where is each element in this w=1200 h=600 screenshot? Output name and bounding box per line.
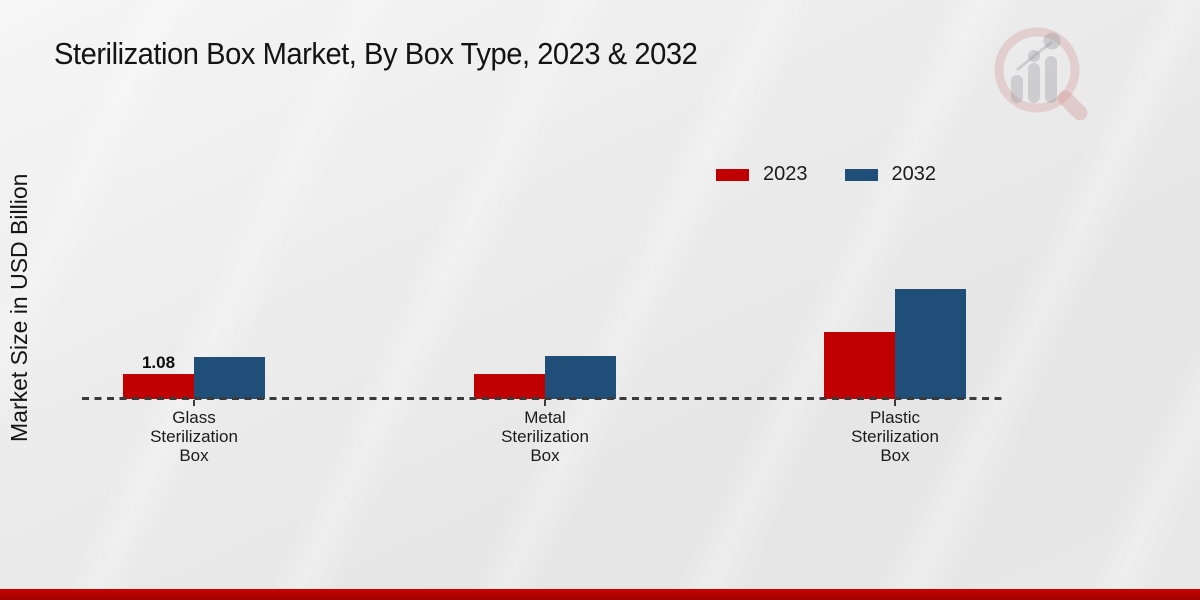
bar-2032-glass-sterilization-box bbox=[194, 357, 265, 399]
legend-swatch-2032 bbox=[844, 168, 878, 181]
category-label-metal-sterilization-box: Metal Sterilization Box bbox=[501, 408, 589, 465]
bar-2023-metal-sterilization-box bbox=[474, 374, 545, 399]
category-tick bbox=[544, 400, 546, 406]
legend-item-2032: 2032 bbox=[844, 163, 937, 186]
legend-label-2032: 2032 bbox=[891, 163, 937, 185]
bar-2023-glass-sterilization-box bbox=[123, 374, 194, 399]
legend: 2023 2032 bbox=[716, 163, 936, 186]
category-tick bbox=[193, 400, 195, 406]
bottom-accent-bar bbox=[0, 589, 1200, 600]
value-label-2023-glass-sterilization-box: 1.08 bbox=[141, 353, 176, 372]
page-title: Sterilization Box Market, By Box Type, 2… bbox=[54, 36, 698, 71]
bar-2032-metal-sterilization-box bbox=[545, 356, 616, 399]
dashed-baseline bbox=[82, 397, 1007, 400]
bar-2032-plastic-sterilization-box bbox=[895, 289, 966, 399]
category-label-glass-sterilization-box: Glass Sterilization Box bbox=[150, 408, 238, 465]
category-label-plastic-sterilization-box: Plastic Sterilization Box bbox=[851, 408, 939, 465]
legend-swatch-2023 bbox=[716, 168, 749, 181]
legend-item-2023: 2023 bbox=[716, 163, 808, 186]
category-tick bbox=[894, 400, 896, 406]
legend-label-2023: 2023 bbox=[763, 163, 808, 185]
bar-2023-plastic-sterilization-box bbox=[824, 332, 895, 399]
magnifier-bar-chart-logo-icon bbox=[994, 27, 1088, 120]
